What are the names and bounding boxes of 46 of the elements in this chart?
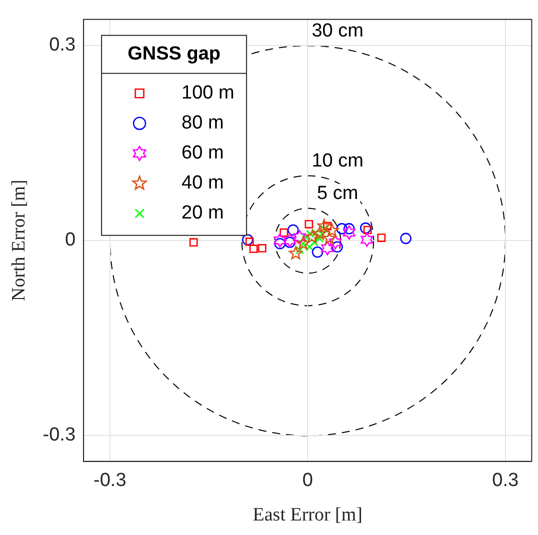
point [377,234,386,242]
point [322,231,336,244]
point [305,242,314,252]
point [325,224,339,237]
legend-label: 40 m [182,172,224,194]
point [305,230,320,244]
point [363,226,372,234]
y-tick-label: 0 [64,230,76,251]
point [315,234,324,243]
point [360,232,374,247]
x-axis-title: East Error [m] [252,504,362,526]
y-axis-title: North Error [m] [8,180,30,302]
point [336,223,348,234]
x-tick-label: 0 [302,470,313,492]
point [342,225,356,240]
annotation: 10 cm [312,150,364,172]
point [189,238,198,247]
point [332,241,343,253]
point [321,241,334,256]
point [242,234,254,246]
point [400,232,412,244]
point [245,238,254,246]
point [312,246,324,258]
annotation: 5 cm [317,183,358,204]
point [329,235,342,250]
point [287,224,299,236]
point [296,236,310,250]
point [304,220,314,228]
y-tick-label: -0.3 [42,424,76,446]
legend-label: 20 m [182,202,224,224]
point [284,233,296,248]
point [258,244,266,252]
point [360,222,372,234]
legend-label: 60 m [182,142,224,164]
y-tick-label: 0.3 [49,34,76,56]
x-tick-label: -0.3 [94,470,126,492]
point [280,228,288,237]
annotation: 30 cm [312,20,364,42]
point [288,246,303,260]
point [274,233,286,248]
legend-label: 80 m [182,112,224,134]
point [293,230,306,244]
legend-label: 100 m [182,82,234,104]
legend-title: GNSS gap [128,44,220,65]
x-tick-label: 0.3 [492,470,519,492]
point [249,244,258,254]
